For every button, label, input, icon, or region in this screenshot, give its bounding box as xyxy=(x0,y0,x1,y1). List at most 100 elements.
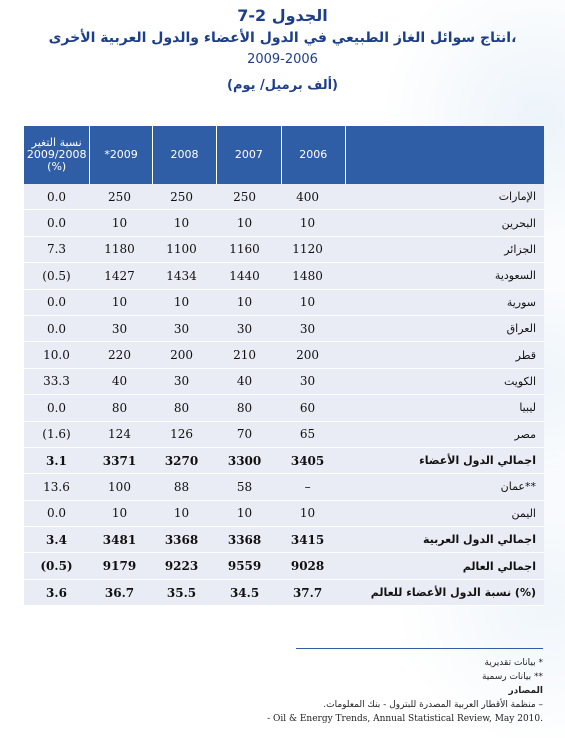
cell-y2007: 10 xyxy=(236,506,253,521)
cell-y2007: 10 xyxy=(236,295,253,310)
table-row: 7.3 1180 1100 1160 1120 الجزائر xyxy=(24,236,544,264)
table-row: 33.3 40 30 40 30 الكويت xyxy=(24,368,544,396)
cell-y2007: 9559 xyxy=(227,559,262,574)
cell-y2009: 3371 xyxy=(102,453,137,468)
cell-y2007: 250 xyxy=(233,189,256,204)
cell-y2008: 10 xyxy=(173,506,190,521)
table-body: 0.0 250 250 250 400 الإمارات 0.0 10 10 10 10 البحري… xyxy=(24,184,544,607)
row-label: ليبيا xyxy=(519,401,536,415)
cell-change: 0.0 xyxy=(46,321,67,336)
cell-y2006: 3415 xyxy=(290,532,325,547)
cell-y2007: 80 xyxy=(236,400,253,415)
table-row: 3.4 3481 3368 3368 3415 اجمالي الدول العربية xyxy=(24,527,544,554)
table-row: 0.0 10 10 10 10 اليمن xyxy=(24,500,544,528)
cell-y2007: 34.5 xyxy=(229,585,260,600)
table-row: 13.6 100 88 58 – عمان** xyxy=(24,474,544,501)
cell-y2007: 1440 xyxy=(229,268,260,283)
table-years: 2009-2006 xyxy=(247,52,318,67)
cell-change: 10.0 xyxy=(43,348,70,363)
cell-y2009: 40 xyxy=(111,374,128,389)
cell-y2008: 30 xyxy=(173,374,190,389)
table-unit: (ألف برميل/ يوم) xyxy=(226,78,338,93)
row-label: اجمالي الدول الأعضاء xyxy=(419,454,536,468)
cell-y2008: 35.5 xyxy=(166,585,197,600)
cell-y2009: 10 xyxy=(111,506,128,521)
row-label: قطر xyxy=(515,348,536,362)
header-2008: 2008 xyxy=(153,126,218,184)
cell-y2009: 30 xyxy=(111,321,128,336)
cell-change: (0.5) xyxy=(42,268,71,283)
notes-divider xyxy=(296,648,543,649)
cell-y2009: 1427 xyxy=(104,268,135,283)
table-row: (1.6) 124 126 70 65 مصر xyxy=(24,421,544,448)
cell-y2009: 250 xyxy=(108,189,131,204)
cell-y2007: 30 xyxy=(236,321,253,336)
table-row: 10.0 220 200 210 200 قطر xyxy=(24,342,544,369)
cell-y2007: 3368 xyxy=(227,532,262,547)
row-label: السعودية xyxy=(494,269,536,283)
header-change: نسبة التغير 2009/2008 (%) xyxy=(24,126,91,184)
cell-change: 0.0 xyxy=(46,216,67,231)
cell-change: 0.0 xyxy=(46,400,67,415)
row-label: البحرين xyxy=(501,216,536,230)
cell-change: 0.0 xyxy=(46,189,67,204)
cell-y2007: 58 xyxy=(236,479,253,494)
row-label: الجزائر xyxy=(504,242,536,256)
cell-y2009: 9179 xyxy=(102,559,137,574)
cell-y2009: 10 xyxy=(111,216,128,231)
cell-y2006: 30 xyxy=(299,374,316,389)
production-table: نسبة التغير 2009/2008 (%) *2009 2008 200… xyxy=(24,126,544,607)
row-label: الإمارات xyxy=(498,190,536,204)
cell-y2006: 10 xyxy=(299,506,316,521)
row-label: اجمالي العالم xyxy=(462,559,536,573)
cell-y2006: 9028 xyxy=(290,559,325,574)
cell-y2007: 1160 xyxy=(229,242,260,257)
header-2007: 2007 xyxy=(217,126,282,184)
source-oapec: – منظمة الأقطار العربية المصدرة للبترول … xyxy=(323,700,543,710)
header-2009: *2009 xyxy=(90,126,153,184)
cell-change: 3.4 xyxy=(46,532,67,547)
cell-y2008: 1100 xyxy=(166,242,197,257)
cell-y2009: 124 xyxy=(108,427,131,442)
cell-y2008: 126 xyxy=(170,427,193,442)
row-label: نسبة الدول الأعضاء للعالم (%) xyxy=(370,586,536,600)
cell-y2007: 70 xyxy=(236,427,253,442)
cell-change: 33.3 xyxy=(43,374,70,389)
table-number: الجدول 2-7 xyxy=(237,6,328,25)
cell-y2007: 40 xyxy=(236,374,253,389)
table-row: 0.0 30 30 30 30 العراق xyxy=(24,315,544,343)
cell-y2008: 3270 xyxy=(164,453,199,468)
cell-y2009: 10 xyxy=(111,295,128,310)
row-label: عمان** xyxy=(500,480,536,494)
cell-y2009: 1180 xyxy=(104,242,135,257)
table-row: 3.1 3371 3270 3300 3405 اجمالي الدول الأعضاء xyxy=(24,447,544,475)
row-label: العراق xyxy=(506,322,536,336)
cell-y2007: 3300 xyxy=(227,453,262,468)
cell-y2007: 210 xyxy=(233,348,256,363)
cell-change: 3.1 xyxy=(46,453,67,468)
table-row: 0.0 250 250 250 400 الإمارات xyxy=(24,184,544,211)
cell-y2008: 250 xyxy=(170,189,193,204)
table-title: انتاج سوائل الغاز الطبيعي في الدول الأعض… xyxy=(48,30,517,46)
cell-y2009: 220 xyxy=(108,348,131,363)
cell-y2006: 60 xyxy=(299,400,316,415)
cell-y2008: 1434 xyxy=(166,268,197,283)
cell-change: 13.6 xyxy=(43,479,70,494)
cell-change: 0.0 xyxy=(46,295,67,310)
row-label: الكويت xyxy=(503,374,536,388)
cell-change: (1.6) xyxy=(42,427,71,442)
cell-y2009: 100 xyxy=(108,479,131,494)
table-row: (0.5) 9179 9223 9559 9028 اجمالي العالم xyxy=(24,553,544,580)
cell-y2006: 1120 xyxy=(292,242,323,257)
table-row: 0.0 80 80 80 60 ليبيا xyxy=(24,395,544,422)
cell-y2006: 37.7 xyxy=(292,585,323,600)
cell-y2008: 200 xyxy=(170,348,193,363)
cell-y2006: – xyxy=(304,479,311,494)
cell-y2008: 80 xyxy=(173,400,190,415)
table-row: 0.0 10 10 10 10 سورية xyxy=(24,289,544,316)
cell-y2008: 88 xyxy=(173,479,190,494)
header-label xyxy=(346,126,544,184)
cell-y2006: 200 xyxy=(296,348,320,363)
table-row: (0.5) 1427 1434 1440 1480 السعودية xyxy=(24,263,544,290)
cell-y2007: 10 xyxy=(236,216,253,231)
